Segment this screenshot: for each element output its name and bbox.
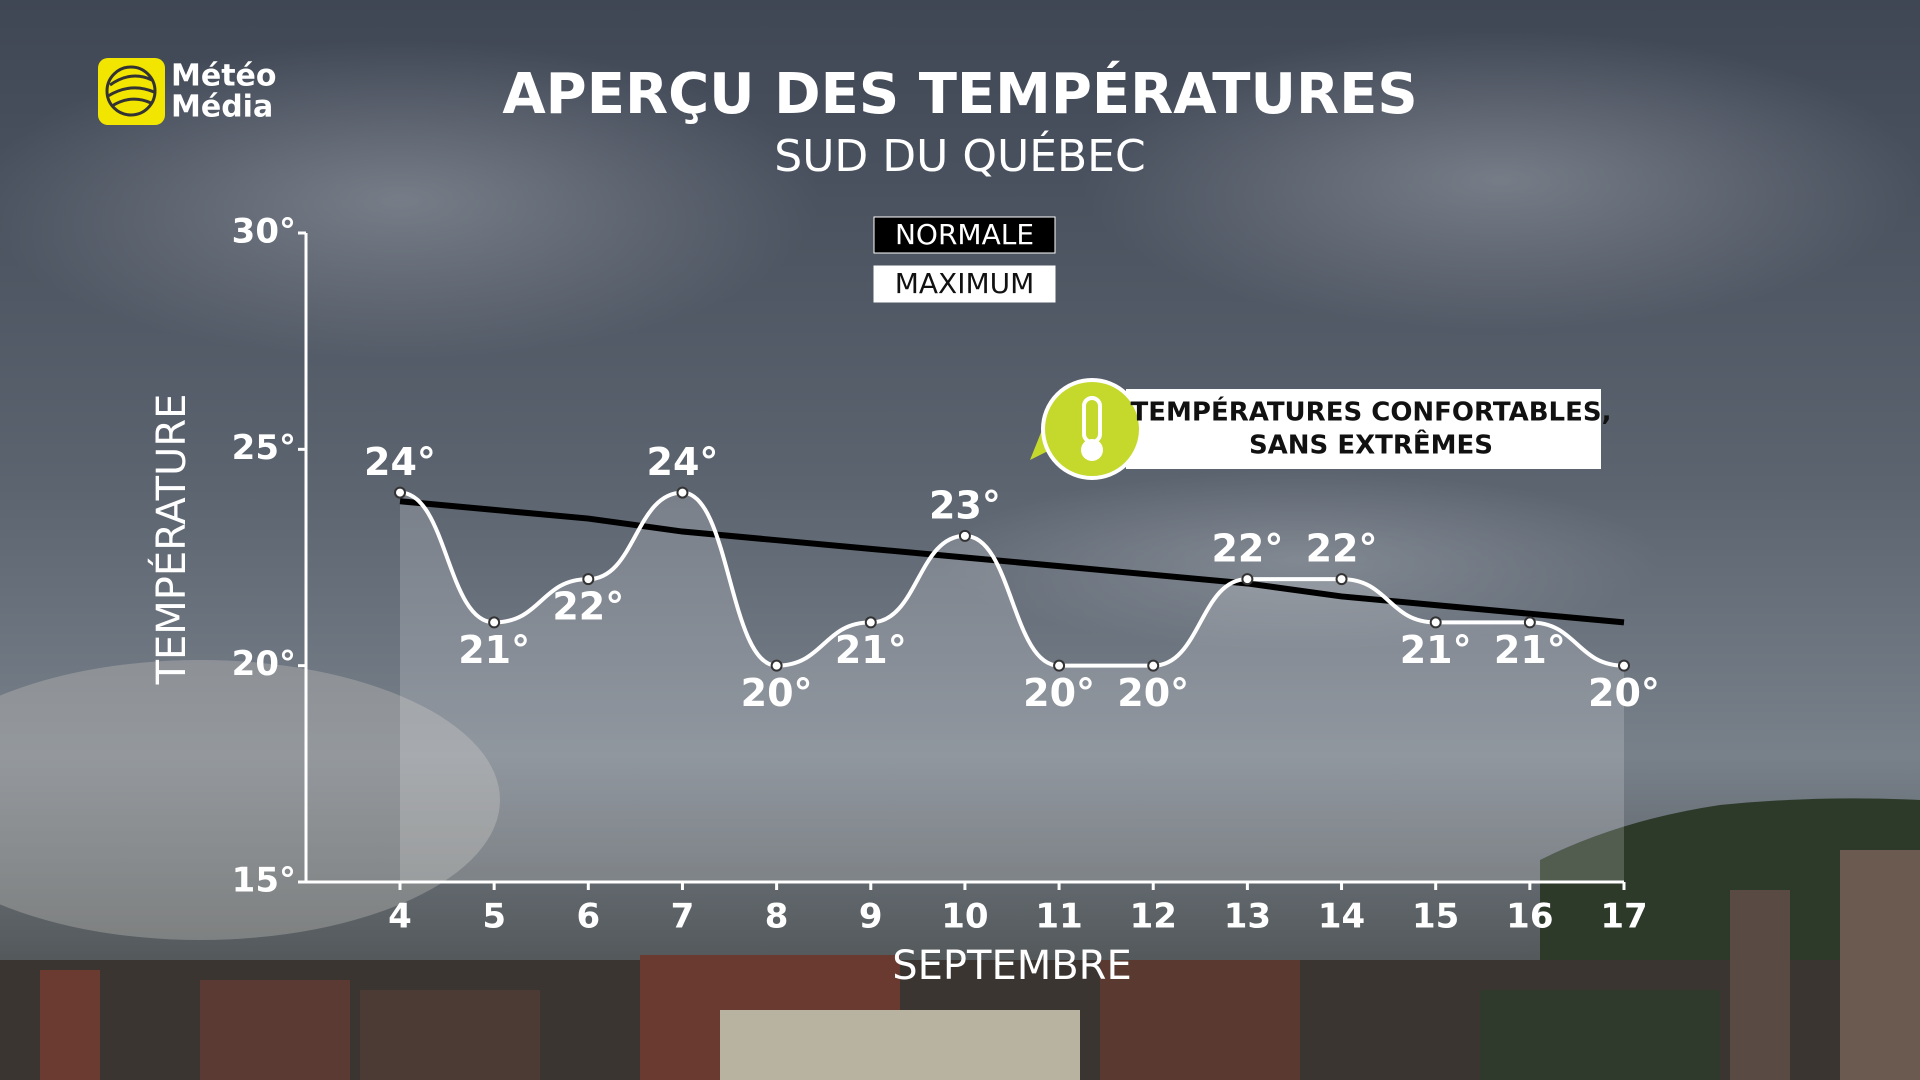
logo-text: Média bbox=[171, 90, 273, 125]
legend-swatch bbox=[873, 265, 1056, 303]
y-tick-label: 25° bbox=[232, 428, 296, 468]
annotation-badge bbox=[1041, 378, 1143, 480]
data-point bbox=[1523, 616, 1536, 629]
plot: 15° 20° 25° 30° 4 5 6 7 8 9 10 11 12 13 14 15 16 17 24° 21°… bbox=[232, 212, 1660, 937]
data-point bbox=[394, 486, 406, 499]
data-label: 24° bbox=[647, 440, 719, 484]
data-point bbox=[1618, 659, 1630, 672]
annotation: TEMPÉRATURES CONFORTABLES, SANS EXTRÊMES bbox=[1030, 378, 1612, 480]
data-label: 21° bbox=[835, 628, 907, 672]
data-label: 22° bbox=[1211, 527, 1283, 571]
y-axis-label: TEMPÉRATURE bbox=[147, 394, 195, 686]
data-point bbox=[1241, 573, 1254, 586]
data-point bbox=[1335, 573, 1348, 586]
x-tick-label: 8 bbox=[765, 897, 789, 937]
x-tick-label: 16 bbox=[1506, 897, 1553, 937]
data-label: 20° bbox=[1023, 671, 1095, 715]
data-label: 21° bbox=[458, 628, 530, 672]
x-tick-label: 4 bbox=[388, 897, 412, 937]
x-tick-label: 12 bbox=[1130, 897, 1177, 937]
chart-title: APERÇU DES TEMPÉRATURES bbox=[502, 61, 1417, 127]
data-point bbox=[1147, 659, 1160, 672]
data-point bbox=[582, 573, 595, 586]
data-label: 24° bbox=[364, 440, 436, 484]
logo-text: Météo bbox=[171, 59, 277, 94]
data-label: 21° bbox=[1400, 628, 1472, 672]
x-tick-label: 11 bbox=[1035, 897, 1082, 937]
x-tick-label: 14 bbox=[1318, 897, 1365, 937]
y-tick-label: 15° bbox=[232, 861, 296, 901]
data-label: 21° bbox=[1494, 628, 1566, 672]
data-point bbox=[770, 659, 783, 672]
data-point bbox=[864, 616, 877, 629]
normal-line bbox=[399, 498, 1625, 626]
annotation-text: TEMPÉRATURES CONFORTABLES, bbox=[1131, 396, 1612, 428]
data-label: 20° bbox=[1588, 671, 1660, 715]
x-tick-label: 7 bbox=[671, 897, 695, 937]
y-tick-label: 30° bbox=[232, 212, 296, 252]
data-point bbox=[488, 616, 501, 629]
x-axis-label: SEPTEMBRE bbox=[892, 943, 1132, 989]
x-tick-label: 9 bbox=[859, 897, 883, 937]
area bbox=[400, 492, 1624, 882]
x-tick-label: 13 bbox=[1224, 897, 1271, 937]
legend-label: NORMALE bbox=[895, 218, 1034, 251]
annotation-box bbox=[1126, 389, 1601, 469]
x-tick-label: 17 bbox=[1600, 897, 1647, 937]
data-point bbox=[1429, 616, 1442, 629]
x-tick-label: 10 bbox=[941, 897, 988, 937]
y-tick-label: 20° bbox=[232, 644, 296, 684]
data-point bbox=[676, 486, 689, 499]
data-label: 22° bbox=[552, 585, 624, 629]
data-point bbox=[1053, 659, 1066, 672]
annotation-text: SANS EXTRÊMES bbox=[1249, 429, 1493, 461]
logo: Météo Média bbox=[98, 58, 277, 125]
logo-globe bbox=[105, 65, 157, 117]
chart-subtitle: SUD DU QUÉBEC bbox=[774, 129, 1145, 182]
data-point bbox=[958, 529, 971, 542]
x-tick-label: 6 bbox=[576, 897, 600, 937]
data-label: 23° bbox=[929, 483, 1001, 527]
legend-label: MAXIMUM bbox=[895, 267, 1035, 300]
legend-swatch bbox=[873, 216, 1056, 254]
x-tick-label: 5 bbox=[482, 897, 506, 937]
data-label: 20° bbox=[1117, 671, 1189, 715]
x-tick-label: 15 bbox=[1412, 897, 1459, 937]
data-label: 20° bbox=[741, 671, 813, 715]
data-label: 22° bbox=[1306, 527, 1378, 571]
